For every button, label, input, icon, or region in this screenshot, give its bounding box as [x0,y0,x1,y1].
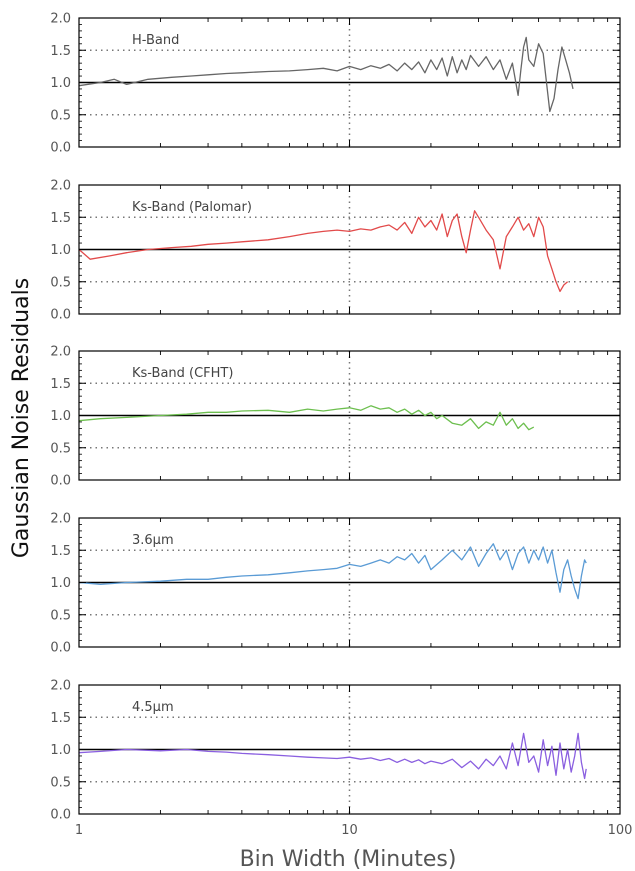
y-tick-label: 0.0 [50,641,71,656]
y-tick-label: 2.0 [50,12,71,27]
y-tick-label: 0.5 [50,441,71,456]
y-tick-label: 1.0 [50,576,71,591]
y-tick-label: 1.5 [50,377,71,392]
x-axis-title: Bin Width (Minutes) [240,847,457,871]
y-tick-label: 0.5 [50,608,71,623]
x-tick-label: 10 [341,823,358,838]
y-tick-label: 1.5 [50,711,71,726]
panels: 0.0 0.5 1.0 1.5 2.0 H-Band 0.0 0.5 1.0 1.5 2.0 Ks-B… [50,12,632,839]
y-tick-label: 0.0 [50,808,71,823]
y-tick-label: 0.5 [50,775,71,790]
y-tick-label: 1.0 [50,243,71,258]
series-line [78,543,587,600]
y-tick-label: 2.0 [50,679,71,694]
y-tick-label: 1.5 [50,544,71,559]
y-tick-label: 1.5 [50,211,71,226]
x-tick-label: 100 [608,823,633,838]
y-tick-label: 1.0 [50,743,71,758]
y-tick-label: 1.5 [50,44,71,59]
y-tick-label: 2.0 [50,345,71,360]
panel-label: 4.5μm [132,700,174,715]
y-tick-label: 2.0 [50,179,71,194]
y-tick-label: 0.0 [50,474,71,489]
series-line [78,405,535,431]
panel-2: 0.0 0.5 1.0 1.5 2.0 Ks-Band (Palomar) [50,179,621,323]
panel-5: 0.0 0.5 1.0 1.5 2.0 4.5μm [50,679,621,823]
y-tick-label: 0.5 [50,275,71,290]
series-line [78,210,569,293]
series-line [78,36,574,113]
y-axis-title: Gaussian Noise Residuals [9,278,34,558]
panel-1: 0.0 0.5 1.0 1.5 2.0 H-Band [50,12,621,156]
series-line [78,732,587,780]
panel-label: 3.6μm [132,533,174,548]
panel-4: 0.0 0.5 1.0 1.5 2.0 3.6μm [50,512,621,656]
y-tick-label: 0.5 [50,108,71,123]
panel-3: 0.0 0.5 1.0 1.5 2.0 Ks-Band (CFHT) [50,345,621,489]
y-tick-label: 1.0 [50,76,71,91]
y-tick-label: 2.0 [50,512,71,527]
y-tick-label: 0.0 [50,141,71,156]
panel-label: Ks-Band (Palomar) [132,200,252,215]
panel-label: Ks-Band (CFHT) [132,366,233,381]
y-tick-label: 1.0 [50,409,71,424]
x-tick-label: 1 [75,823,83,838]
y-tick-label: 0.0 [50,308,71,323]
panel-label: H-Band [132,33,179,48]
